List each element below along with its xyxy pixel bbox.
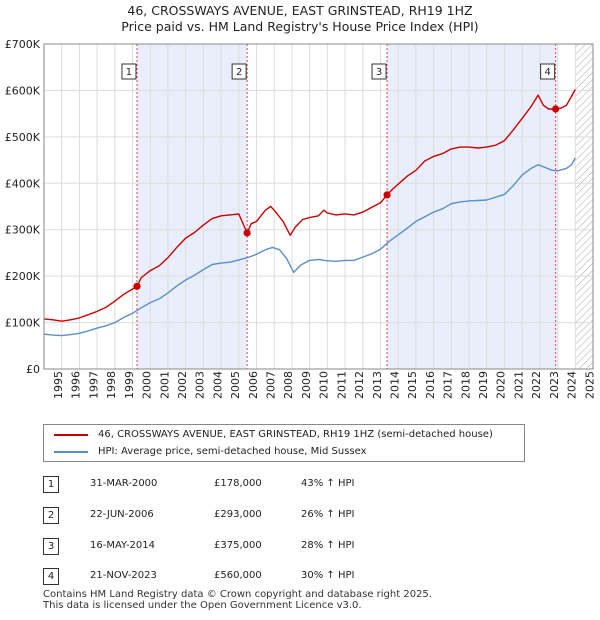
x-tick-label: 2008 [282,371,295,399]
sale-hpi-change: 26% ↑ HPI [301,509,355,520]
y-tick-label: £500K [5,131,41,144]
sale-point [243,229,251,237]
sale-date: 16-MAY-2014 [90,540,156,551]
x-tick-label: 2019 [477,371,490,399]
sale-marker-label: 1 [126,67,132,78]
chart-title-line2: Price paid vs. HM Land Registry's House … [121,19,479,34]
sale-point [552,105,560,113]
x-tick-label: 2014 [388,371,401,399]
x-tick-label: 2004 [211,371,224,399]
series-line-property [43,89,576,322]
x-tick-label: 1997 [87,371,100,399]
sale-hpi-change: 28% ↑ HPI [301,540,355,551]
x-tick-label: 2013 [371,371,384,399]
sale-date: 22-JUN-2006 [90,509,154,520]
sale-marker-box [371,63,387,80]
chart-legend: 46, CROSSWAYS AVENUE, EAST GRINSTEAD, RH… [43,424,525,462]
x-tick-label: 2010 [318,371,331,399]
sale-row: 1 31-MAR-2000 £178,000 43% ↑ HPI [0,476,600,496]
x-tick-label: 2005 [229,371,242,399]
sale-point [133,282,141,290]
x-tick-label: 2006 [247,371,260,399]
price-chart: 1 2 3 4 £0 £100K £200K £300K £400K £500K £600K £70… [5,38,597,399]
sale-marker-label: 4 [544,67,550,78]
x-tick-label: 2015 [406,371,419,399]
y-tick-label: £600K [5,84,41,97]
sale-price: £560,000 [214,570,262,581]
x-tick-label: 2012 [353,371,366,399]
sale-row: 3 16-MAY-2014 £375,000 28% ↑ HPI [0,538,600,558]
chart-title: 46, CROSSWAYS AVENUE, EAST GRINSTEAD, RH… [0,3,600,35]
x-tick-label: 2025 [583,371,596,399]
y-tick-label: £0 [26,363,40,376]
sale-price: £293,000 [214,509,262,520]
x-tick-label: 2023 [548,371,561,399]
sale-number-badge: 1 [43,476,59,493]
sale-number-badge: 2 [43,507,59,524]
y-tick-label: £300K [5,224,41,237]
x-tick-label: 2020 [495,371,508,399]
x-tick-label: 2011 [335,371,348,399]
sale-marker-box [121,63,137,80]
x-tick-label: 2003 [194,371,207,399]
x-tick-label: 1995 [52,371,65,399]
sale-number-badge: 4 [43,568,59,585]
sale-row: 2 22-JUN-2006 £293,000 26% ↑ HPI [0,507,600,527]
y-tick-label: £200K [5,270,41,283]
x-tick-label: 2017 [442,371,455,399]
x-tick-label: 2000 [141,371,154,399]
y-tick-label: £100K [5,317,41,330]
legend-label-property: 46, CROSSWAYS AVENUE, EAST GRINSTEAD, RH… [98,429,493,440]
sale-date: 21-NOV-2023 [90,570,157,581]
x-tick-label: 2001 [158,371,171,399]
sale-row: 4 21-NOV-2023 £560,000 30% ↑ HPI [0,568,600,588]
x-tick-label: 2007 [265,371,278,399]
sale-price: £178,000 [214,478,262,489]
sale-marker-label: 3 [376,67,382,78]
x-tick-label: 2022 [530,371,543,399]
shaded-period [387,44,556,369]
series-line-hpi [43,157,576,337]
x-tick-label: 1996 [70,371,83,399]
legend-label-hpi: HPI: Average price, semi-detached house,… [98,446,367,457]
sale-hpi-change: 43% ↑ HPI [301,478,355,489]
legend-swatch-property [54,434,88,436]
x-tick-label: 1998 [105,371,118,399]
x-tick-label: 2024 [566,371,579,399]
y-tick-label: £700K [5,38,41,51]
x-tick-label: 2002 [176,371,189,399]
y-tick-label: £400K [5,177,41,190]
x-tick-label: 2018 [459,371,472,399]
attribution-footer: Contains HM Land Registry data © Crown c… [43,589,432,611]
x-tick-label: 2009 [300,371,313,399]
x-tick-label: 2016 [424,371,437,399]
sale-date: 31-MAR-2000 [90,478,158,489]
sale-marker-box [231,63,247,80]
x-tick-label: 1999 [123,371,136,399]
attribution-line2: This data is licensed under the Open Gov… [43,600,362,611]
sale-price: £375,000 [214,540,262,551]
plot-frame [43,43,594,370]
legend-swatch-hpi [54,451,88,453]
x-tick-label: 2021 [512,371,525,399]
chart-title-line1: 46, CROSSWAYS AVENUE, EAST GRINSTEAD, RH… [127,3,473,18]
sale-marker-box [540,63,556,80]
sale-number-badge: 3 [43,538,59,555]
attribution-line1: Contains HM Land Registry data © Crown c… [43,589,432,600]
future-hatch [575,44,593,369]
sale-marker-label: 2 [236,67,242,78]
shaded-period [136,44,248,369]
sale-hpi-change: 30% ↑ HPI [301,570,355,581]
sale-point [383,191,391,199]
